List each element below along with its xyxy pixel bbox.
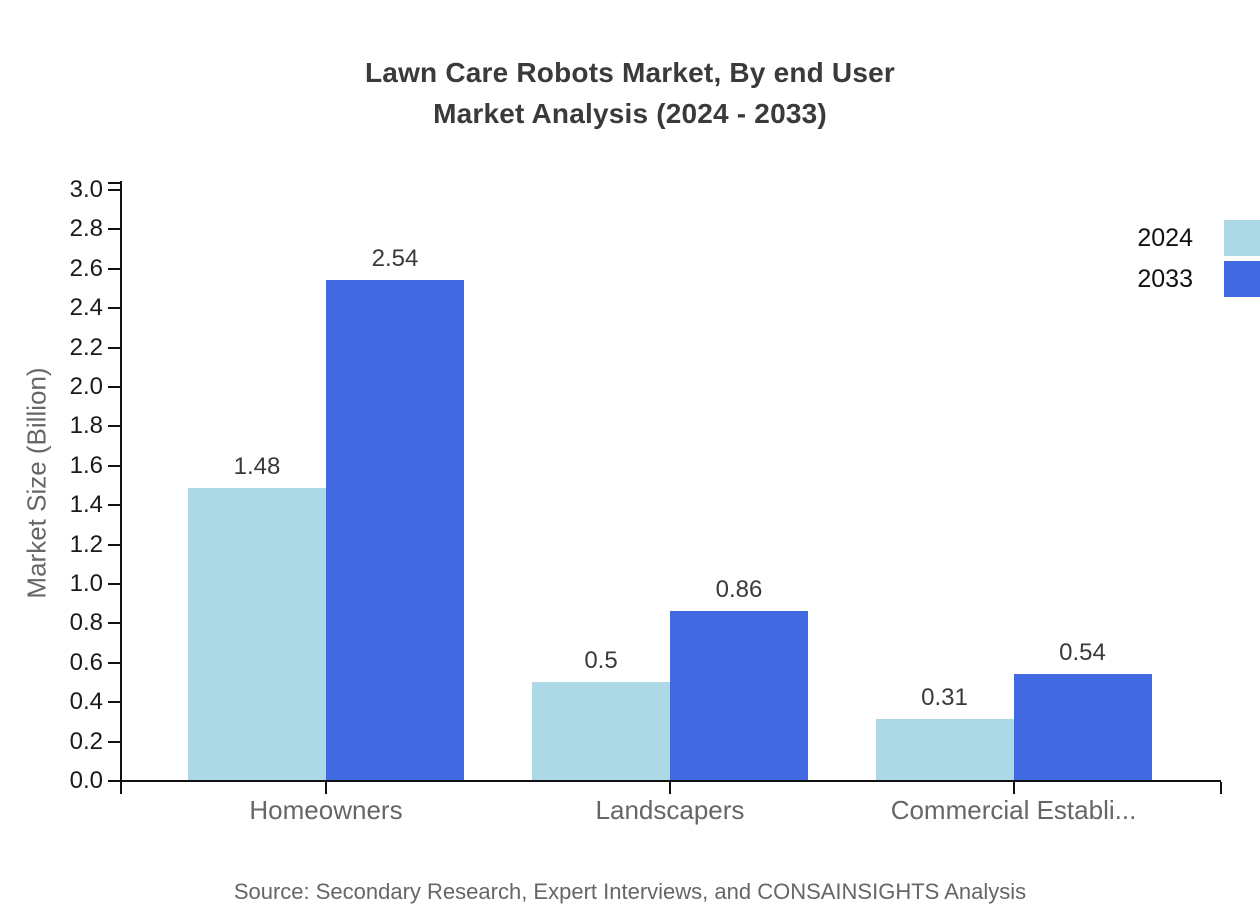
bar-value-label: 1.48 [233, 453, 281, 481]
y-axis-tick-label: 0.2 [69, 727, 103, 755]
y-axis-tick [108, 425, 121, 428]
y-axis-line [120, 181, 122, 793]
y-axis-tick [108, 661, 121, 664]
y-axis-tick-label: 1.0 [69, 570, 103, 597]
chart-title: Lawn Care Robots Market, By end User Mar… [0, 52, 1260, 134]
x-axis-tick [1012, 782, 1015, 794]
y-axis-tick-label: 1.8 [69, 412, 103, 440]
y-axis-tick [108, 583, 121, 585]
y-axis-tick-label: 2.2 [69, 333, 103, 361]
bar-2033-Landscapers [670, 610, 808, 780]
bar-2024-Commercial Establi... [875, 718, 1014, 780]
y-axis-tick [108, 267, 121, 270]
bar-2033-Homeowners [326, 279, 464, 780]
y-axis-tick-label: 2.8 [69, 215, 103, 243]
legend-label: 2033 [1137, 264, 1193, 293]
y-axis-tick [108, 189, 121, 191]
y-axis-tick [108, 543, 121, 546]
y-axis-tick-label: 0.8 [69, 609, 103, 637]
bar-2024-Homeowners [188, 488, 326, 780]
bar-2033-Commercial Establi... [1013, 673, 1152, 780]
bar-value-label: 0.86 [715, 575, 763, 603]
y-axis-tick-label: 0.4 [69, 688, 103, 716]
y-axis-endcap-tick [108, 182, 121, 184]
x-axis-category-label: Commercial Establi... [890, 795, 1137, 825]
y-axis-tick [108, 307, 121, 310]
bar-value-label: 0.5 [584, 646, 618, 674]
y-axis-tick [108, 504, 121, 507]
y-axis-tick [108, 464, 121, 467]
y-axis-title: Market Size (Billion) [21, 367, 52, 599]
legend-item-2024[interactable]: 2024 [1137, 220, 1260, 256]
y-axis-tick [108, 228, 121, 231]
y-axis-tick [108, 386, 121, 388]
legend-label: 2024 [1137, 223, 1193, 252]
y-axis-tick [108, 622, 121, 625]
source-note: Source: Secondary Research, Expert Inter… [233, 879, 1027, 904]
legend: 2024 2033 [1137, 220, 1260, 297]
y-axis-tick-label: 2.4 [69, 294, 103, 322]
y-axis-tick [108, 701, 121, 704]
x-axis-tick [1220, 782, 1222, 794]
chart-title-line2: Market Analysis (2024 - 2033) [433, 98, 827, 129]
y-axis-tick-label: 1.4 [69, 491, 103, 519]
y-axis-tick [108, 346, 121, 349]
legend-swatch-2033 [1224, 261, 1260, 297]
y-axis-tick-label: 1.2 [69, 530, 103, 558]
y-axis-tick-label: 0.0 [69, 767, 103, 794]
bar-value-label: 0.31 [921, 683, 968, 711]
x-axis-tick [325, 782, 327, 794]
legend-item-2033[interactable]: 2033 [1137, 261, 1260, 297]
x-axis-line [121, 780, 1221, 782]
y-axis-tick [108, 780, 121, 782]
x-axis-category-label: Homeowners [249, 795, 403, 825]
x-axis-tick [669, 782, 671, 794]
legend-swatch-2024 [1224, 220, 1260, 256]
y-axis-tick [108, 740, 121, 743]
y-axis-tick-label: 3.0 [69, 176, 103, 203]
chart-title-line1: Lawn Care Robots Market, By end User [365, 57, 895, 88]
y-axis-tick-label: 1.6 [69, 451, 103, 479]
bar-2024-Landscapers [532, 681, 670, 780]
bar-value-label: 0.54 [1059, 638, 1106, 666]
y-axis-tick-label: 2.6 [69, 254, 103, 282]
y-axis-tick-label: 2.0 [69, 373, 103, 400]
bar-value-label: 2.54 [371, 244, 419, 272]
y-axis-tick-label: 0.6 [69, 648, 103, 676]
x-axis-category-label: Landscapers [595, 795, 745, 825]
x-axis-tick [120, 782, 122, 794]
